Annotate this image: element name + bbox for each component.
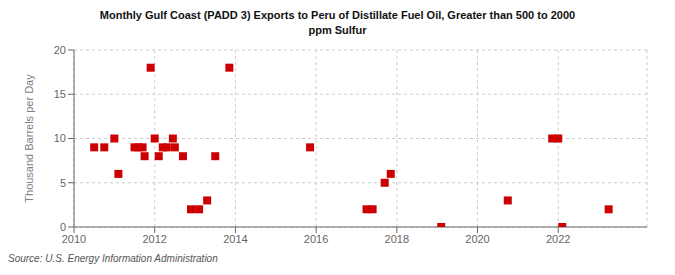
svg-text:20: 20 [54, 44, 66, 56]
html-text:Monthly Gulf Coast (PADD 3) Ex: Monthly Gulf Coast (PADD 3) Exports to P… [99, 9, 576, 21]
svg-text:0: 0 [60, 221, 66, 233]
html-text:Source: U.S. Energy Informatio: Source: U.S. Energy Information Administ… [8, 253, 218, 264]
svg-text:2022: 2022 [546, 233, 570, 245]
svg-text:Thousand Barrels per Day: Thousand Barrels per Day [23, 74, 35, 203]
svg-text:2020: 2020 [465, 233, 489, 245]
svg-text:10: 10 [54, 132, 66, 144]
svg-text:2016: 2016 [304, 233, 328, 245]
svg-text:2018: 2018 [385, 233, 409, 245]
svg-text:15: 15 [54, 88, 66, 100]
svg-text:5: 5 [60, 177, 66, 189]
svg-text:2014: 2014 [223, 233, 247, 245]
svg-text:2010: 2010 [62, 233, 86, 245]
svg-text:2012: 2012 [142, 233, 166, 245]
html-text:ppm Sulfur: ppm Sulfur [308, 24, 367, 36]
